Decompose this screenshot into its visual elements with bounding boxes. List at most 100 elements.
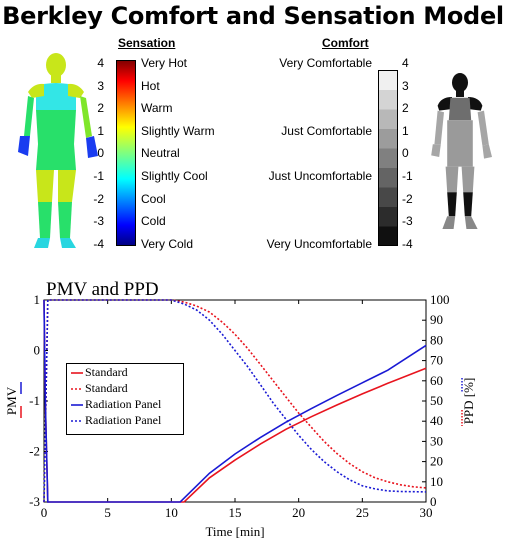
sensation-level-label: Cold	[141, 214, 166, 229]
y-left-tick-label: 0	[34, 343, 41, 358]
sensation-heading: Sensation	[118, 36, 176, 50]
sensation-level-label: Slightly Cool	[141, 169, 208, 183]
mannequin-right-thigh	[58, 170, 76, 202]
chart-legend: Standard Standard Radiation Panel Radiation…	[66, 363, 184, 435]
x-tick-label: 5	[104, 505, 111, 520]
x-tick-label: 10	[165, 505, 178, 520]
mannequin-left-foot	[34, 238, 50, 248]
mannequin-torso	[36, 110, 76, 144]
mannequin-left-arm	[434, 110, 444, 145]
sensation-tick-label: 0	[97, 146, 104, 161]
sensation-tick-label: -4	[93, 236, 104, 251]
mannequin-chest	[448, 97, 472, 121]
sensation-level-label: Warm	[141, 101, 173, 116]
x-tick-label: 25	[356, 505, 369, 520]
sensation-tick-label: 4	[97, 56, 104, 70]
sensation-level-label: Neutral	[141, 146, 180, 161]
mannequin-head	[452, 73, 468, 93]
comfort-tick-label: 2	[402, 101, 409, 116]
sensation-tick-label: 2	[97, 101, 104, 116]
sensation-level-label: Very Cold	[141, 236, 194, 251]
mannequin-shoulders	[28, 83, 84, 98]
mannequin-right-thigh	[461, 166, 475, 193]
legend-entry: Radiation Panel	[85, 413, 162, 427]
sensation-tick-label: -2	[93, 191, 104, 206]
legend-entry: Standard	[85, 381, 128, 395]
mannequin-neck	[51, 75, 61, 83]
mannequin-right-hand	[482, 144, 492, 159]
sensation-tick-label: -1	[93, 169, 104, 183]
comfort-tick-label: 0	[402, 146, 409, 161]
mannequin-head	[46, 53, 66, 77]
series-line-2	[43, 299, 427, 503]
comfort-gray-step	[378, 129, 398, 149]
sensation-tick-label: -3	[93, 214, 104, 229]
series-line-3	[43, 299, 427, 503]
mannequin-right-hand	[86, 136, 98, 158]
mannequin-right-shin	[463, 192, 473, 217]
mannequin-left-foot	[442, 216, 456, 229]
y-left-tick-label: 1	[34, 292, 41, 307]
mannequin-chest	[36, 83, 76, 110]
legend-entry: Standard	[85, 365, 128, 379]
sensation-mannequin	[18, 53, 98, 248]
mannequin-left-hand	[431, 144, 441, 157]
y-left-tick-label: -3	[29, 494, 40, 509]
comfort-gray-step	[378, 207, 398, 227]
comfort-gray-step	[378, 226, 398, 246]
y-right-tick-label: 20	[430, 454, 443, 469]
chart-title: PMV and PPD	[46, 279, 159, 300]
y-right-tick-label: 50	[430, 393, 443, 408]
y-right-tick-label: 10	[430, 474, 443, 489]
comfort-gray-step	[378, 70, 398, 90]
y-right-tick-label: 60	[430, 373, 443, 388]
comfort-level-label: Very Uncomfortable	[266, 237, 372, 251]
mannequin-right-shin	[58, 202, 72, 238]
mannequin-right-foot	[464, 216, 478, 229]
comfort-tick-label: -3	[402, 214, 413, 229]
y-left-tick-label: -1	[29, 393, 40, 408]
comfort-heading: Comfort	[322, 36, 369, 50]
comfort-level-label: Just Uncomfortable	[268, 169, 372, 183]
mannequin-left-thigh	[36, 170, 54, 202]
comfort-level-label: Very Comfortable	[279, 56, 372, 70]
comfort-level-label: Just Comfortable	[281, 124, 372, 138]
mannequin-left-arm	[24, 96, 34, 136]
y-right-tick-label: 70	[430, 353, 443, 368]
y-right-tick-label: 0	[430, 494, 437, 509]
x-tick-label: 15	[229, 505, 242, 520]
comfort-gray-step	[378, 148, 398, 168]
comfort-gray-step	[378, 168, 398, 188]
x-tick-label: 30	[420, 505, 433, 520]
comfort-tick-label: 3	[402, 78, 409, 93]
y-left-tick-label: -2	[29, 444, 40, 459]
mannequin-left-shin	[447, 192, 457, 217]
y-right-axis-label: PPD [%]	[461, 378, 476, 425]
mannequin-right-arm	[477, 110, 489, 146]
x-tick-label: 20	[292, 505, 305, 520]
mannequin-right-arm	[80, 96, 92, 138]
mannequin-left-hand	[18, 136, 30, 156]
mannequin-neck	[456, 90, 464, 97]
mannequin-left-shin	[38, 202, 52, 238]
y-right-tick-label: 40	[430, 413, 443, 428]
y-right-tick-label: 90	[430, 312, 443, 327]
x-axis-label: Time [min]	[205, 524, 264, 539]
mannequin-torso	[447, 120, 473, 167]
mannequin-pelvis	[36, 144, 76, 170]
y-right-tick-label: 100	[430, 292, 450, 307]
legend-entry: Radiation Panel	[85, 397, 162, 411]
comfort-gray-step	[378, 187, 398, 207]
comfort-tick-label: 1	[402, 123, 409, 138]
comfort-tick-label: -4	[402, 236, 413, 251]
y-left-axis-label: PMV	[4, 386, 19, 415]
sensation-tick-label: 3	[97, 78, 104, 93]
comfort-gray-step	[378, 109, 398, 129]
comfort-tick-label: -1	[402, 169, 413, 183]
sensation-colorbar	[116, 60, 136, 246]
comfort-tick-label: 4	[402, 56, 409, 70]
comfort-grayscale-bar	[378, 70, 398, 246]
y-right-tick-label: 30	[430, 433, 443, 448]
mannequin-left-thigh	[445, 166, 459, 193]
y-right-tick-label: 80	[430, 332, 443, 347]
